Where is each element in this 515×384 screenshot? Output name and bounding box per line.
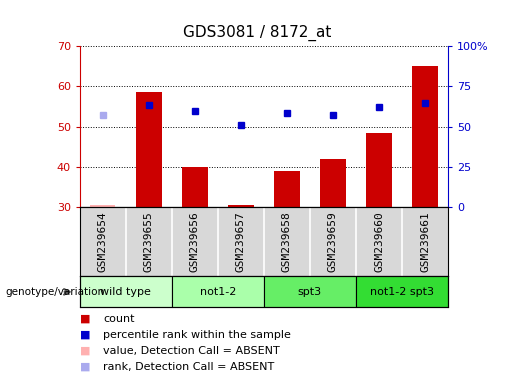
Bar xyxy=(413,66,438,207)
Text: ■: ■ xyxy=(80,362,90,372)
Bar xyxy=(80,276,172,307)
Bar xyxy=(320,159,346,207)
Text: count: count xyxy=(103,314,134,324)
Text: GSM239656: GSM239656 xyxy=(190,212,200,272)
Text: GSM239654: GSM239654 xyxy=(98,212,108,272)
Text: GSM239658: GSM239658 xyxy=(282,212,292,272)
Text: GSM239660: GSM239660 xyxy=(374,212,384,272)
Text: percentile rank within the sample: percentile rank within the sample xyxy=(103,330,291,340)
Text: genotype/variation: genotype/variation xyxy=(5,287,104,297)
Bar xyxy=(182,167,208,207)
Text: not1-2 spt3: not1-2 spt3 xyxy=(370,287,434,297)
Text: value, Detection Call = ABSENT: value, Detection Call = ABSENT xyxy=(103,346,280,356)
Text: ■: ■ xyxy=(80,314,90,324)
Bar xyxy=(264,276,356,307)
Bar xyxy=(228,205,253,207)
Bar xyxy=(274,171,300,207)
Text: GSM239661: GSM239661 xyxy=(420,212,430,272)
Bar xyxy=(136,93,162,207)
Text: spt3: spt3 xyxy=(298,287,322,297)
Text: ■: ■ xyxy=(80,330,90,340)
Text: GSM239655: GSM239655 xyxy=(144,212,154,272)
Bar xyxy=(356,276,448,307)
Text: GSM239657: GSM239657 xyxy=(236,212,246,272)
Bar xyxy=(172,276,264,307)
Text: rank, Detection Call = ABSENT: rank, Detection Call = ABSENT xyxy=(103,362,274,372)
Text: ■: ■ xyxy=(80,346,90,356)
Bar xyxy=(90,205,115,207)
Text: wild type: wild type xyxy=(100,287,151,297)
Text: GSM239659: GSM239659 xyxy=(328,212,338,272)
Text: not1-2: not1-2 xyxy=(200,287,236,297)
Text: GDS3081 / 8172_at: GDS3081 / 8172_at xyxy=(183,25,332,41)
Bar xyxy=(366,133,392,207)
